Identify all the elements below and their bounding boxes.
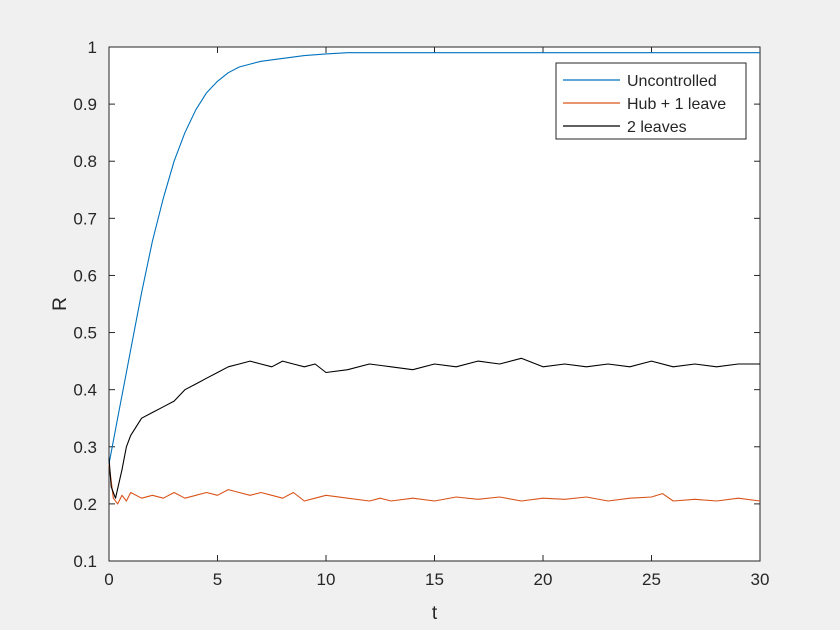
y-tick-label: 0.4 bbox=[73, 381, 97, 400]
y-tick-label: 1 bbox=[88, 38, 97, 57]
y-tick-label: 0.6 bbox=[73, 266, 97, 285]
x-tick-label: 5 bbox=[213, 570, 222, 589]
y-tick-label: 0.3 bbox=[73, 438, 97, 457]
series-line-2-leaves bbox=[108, 357, 760, 499]
series-line-uncontrolled bbox=[108, 52, 760, 465]
legend-label-2-leaves: 2 leaves bbox=[627, 119, 687, 136]
x-tick-label: 25 bbox=[642, 570, 661, 589]
y-axis-label: R bbox=[50, 297, 71, 311]
x-tick-label: 30 bbox=[751, 570, 770, 589]
y-tick-label: 0.2 bbox=[73, 495, 97, 514]
x-axis-label: t bbox=[432, 603, 438, 624]
y-tick-label: 0.5 bbox=[73, 324, 97, 343]
legend-label-hub-1-leave: Hub + 1 leave bbox=[627, 96, 726, 113]
y-tick-label: 0.9 bbox=[73, 95, 97, 114]
x-tick-label: 15 bbox=[425, 570, 444, 589]
x-tick-label: 10 bbox=[317, 570, 336, 589]
legend: Uncontrolled Hub + 1 leave 2 leaves bbox=[555, 62, 747, 140]
x-axis: 0 5 10 15 20 25 30 bbox=[104, 47, 769, 589]
legend-label-uncontrolled: Uncontrolled bbox=[627, 73, 717, 90]
x-tick-label: 20 bbox=[534, 570, 553, 589]
series-line-hub-1-leave bbox=[108, 463, 761, 505]
y-tick-label: 0.7 bbox=[73, 209, 97, 228]
x-tick-label: 0 bbox=[104, 570, 113, 589]
y-axis: 0.1 0.2 0.3 0.4 0.5 0.6 0.7 0.8 0.9 1 bbox=[73, 38, 760, 571]
y-tick-label: 0.8 bbox=[73, 152, 97, 171]
series-layer bbox=[108, 52, 761, 505]
y-tick-label: 0.1 bbox=[73, 552, 97, 571]
